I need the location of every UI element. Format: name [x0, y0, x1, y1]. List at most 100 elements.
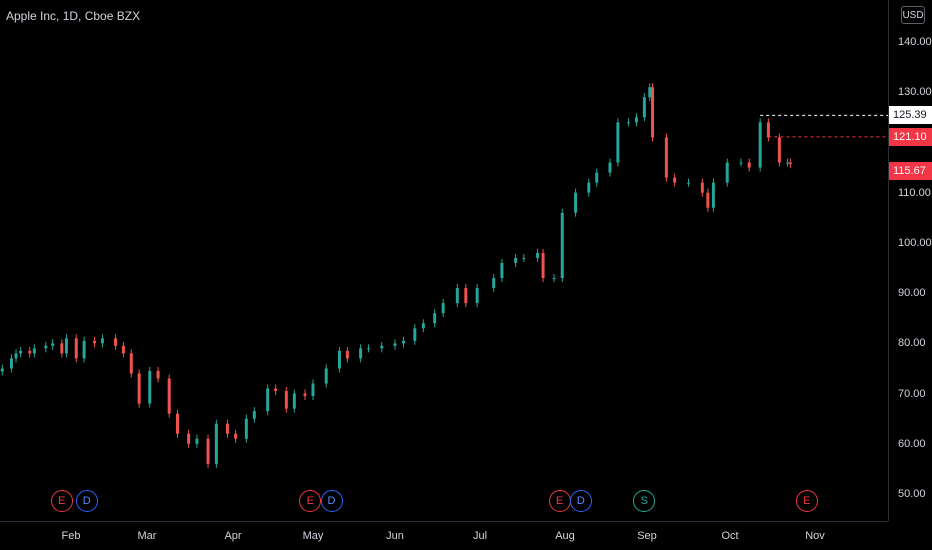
candle-body	[266, 388, 270, 412]
last-price-label: 115.67	[889, 162, 932, 181]
candle-body	[651, 87, 655, 138]
price-tick-label: 110.00	[898, 186, 931, 199]
candle-body	[587, 182, 591, 193]
candle-body	[225, 423, 229, 434]
candle-body	[252, 411, 256, 419]
dividend-event-marker[interactable]: D	[569, 490, 592, 512]
candle-body	[711, 182, 715, 208]
earnings-event-marker[interactable]: E	[795, 490, 818, 512]
candle-body	[284, 391, 288, 409]
time-tick-label: Mar	[137, 530, 157, 542]
time-tick-label: Aug	[555, 530, 575, 542]
price-tick-label: 90.00	[898, 287, 926, 300]
candle-body	[522, 257, 526, 259]
candle-body	[766, 122, 770, 138]
candle-body	[206, 438, 210, 464]
candle-body	[788, 162, 792, 165]
candle-body	[441, 303, 445, 314]
price-tick-label: 80.00	[898, 337, 926, 350]
candle-body	[642, 97, 646, 118]
candle-body	[393, 343, 397, 346]
candle-body	[673, 177, 677, 183]
candle-body	[706, 192, 710, 208]
candle-body	[195, 438, 199, 444]
time-tick-label: Jul	[472, 530, 488, 542]
candle-body	[345, 350, 349, 359]
candle-body	[492, 278, 496, 289]
time-tick-label: May	[302, 530, 324, 542]
candle-body	[626, 122, 630, 124]
dividend-event-marker[interactable]: D	[320, 490, 343, 512]
candle-body	[292, 393, 296, 409]
price-tick-label: 140.00	[898, 36, 932, 48]
chart-title: Apple Inc, 1D, Cboe BZX	[6, 9, 141, 23]
candle-body	[82, 340, 86, 359]
candle-body	[367, 348, 371, 350]
candle-body	[129, 353, 133, 374]
candle-body	[747, 162, 751, 168]
earnings-event-marker[interactable]: E	[299, 490, 322, 512]
candle-body	[687, 182, 690, 184]
split-event-marker[interactable]: S	[633, 490, 656, 512]
candle-body	[234, 433, 238, 439]
time-tick-label: Apr	[224, 530, 242, 542]
candle-body	[9, 358, 13, 369]
candle-body	[786, 162, 790, 164]
candle-body	[560, 212, 564, 279]
candle-body	[433, 313, 437, 324]
candle-body	[595, 172, 599, 183]
candle-body	[739, 162, 743, 164]
time-tick-label: Oct	[721, 530, 739, 542]
candle-body	[244, 418, 248, 439]
time-tick-label: Feb	[61, 530, 81, 542]
candle-body	[413, 328, 417, 341]
candle-body	[725, 162, 729, 183]
candle-body	[541, 252, 545, 279]
candle-body	[616, 122, 620, 163]
candle-body	[552, 278, 556, 280]
currency-button[interactable]: USD	[901, 6, 925, 24]
candle-body	[60, 343, 64, 354]
candle-body	[464, 288, 468, 304]
mid-price-label: 121.10	[889, 127, 932, 146]
candlestick-plot[interactable]	[0, 0, 888, 521]
candle-body	[64, 338, 68, 354]
candle-body	[574, 192, 578, 213]
candle-body	[137, 373, 141, 404]
earnings-event-marker[interactable]: E	[50, 490, 73, 512]
candle-body	[51, 343, 55, 346]
candle-body	[455, 288, 459, 304]
price-tick-label: 50.00	[898, 488, 926, 500]
price-axis[interactable]: 140.00130.00120.00110.00100.0090.0080.00…	[888, 0, 932, 521]
candle-body	[0, 368, 4, 372]
candle-body	[664, 137, 668, 178]
time-tick-label: Nov	[805, 530, 825, 542]
candle-body	[214, 423, 218, 464]
candle-body	[303, 393, 307, 397]
time-tick-label: Jun	[386, 530, 404, 542]
candle-body	[74, 338, 78, 359]
candle-body	[44, 345, 48, 349]
candle-body	[274, 388, 278, 392]
earnings-event-marker[interactable]: E	[548, 490, 571, 512]
candle-body	[156, 370, 160, 379]
candle-body	[380, 345, 384, 349]
candle-body	[648, 87, 652, 98]
candle-body	[337, 350, 341, 369]
candle-body	[93, 340, 97, 344]
candle-body	[634, 117, 638, 123]
time-axis[interactable]: Feb Mar Apr May Jun Jul Aug Sep Oct Nov	[0, 521, 888, 550]
dividend-event-marker[interactable]: D	[75, 490, 98, 512]
candle-body	[324, 368, 328, 384]
candle-body	[176, 413, 180, 434]
candle-body	[700, 182, 704, 193]
high-price-label: 125.39	[889, 106, 932, 125]
candle-body	[28, 350, 32, 354]
candle-body	[758, 122, 762, 168]
candle-body	[14, 353, 18, 359]
candle-body	[500, 262, 504, 279]
candle-body	[32, 348, 36, 354]
candle-body	[19, 350, 23, 354]
candle-body	[421, 323, 425, 329]
